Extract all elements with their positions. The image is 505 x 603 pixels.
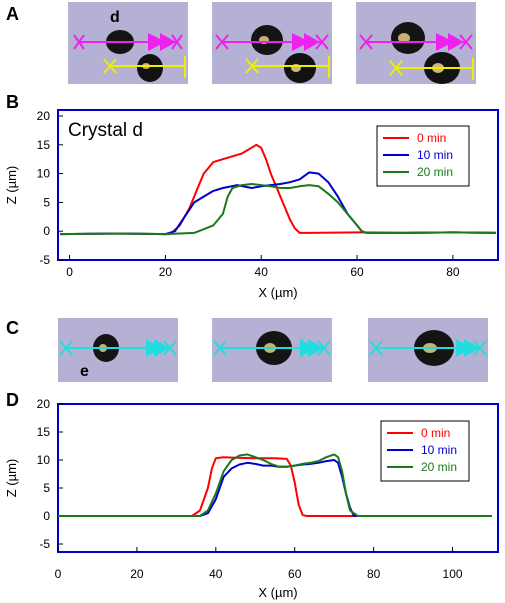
crystal-label-d: d <box>110 9 120 26</box>
x-tick-label: 80 <box>446 265 460 279</box>
chart-d-group: -5 0 5 10 15 20 0 20 40 60 80 100 X (µm) Z (µm) 0 min 1… <box>4 397 499 600</box>
legend-label: 10 min <box>421 443 457 457</box>
chart-annotation: Crystal d <box>68 120 143 141</box>
y-axis-label: Z (µm) <box>4 459 19 498</box>
series-line-20-min <box>59 183 497 236</box>
x-tick-label: 80 <box>367 567 381 581</box>
y-tick-label: 15 <box>37 425 51 439</box>
legend-box <box>380 420 470 482</box>
x-tick-label: 20 <box>130 567 144 581</box>
plot-frame <box>57 109 499 261</box>
micrograph-c3 <box>368 318 488 382</box>
micrograph-a2 <box>212 2 332 84</box>
y-tick-label: 0 <box>43 224 50 238</box>
x-tick-label: 40 <box>255 265 269 279</box>
x-tick-label: 0 <box>66 265 73 279</box>
x-tick-label: 60 <box>288 567 302 581</box>
y-tick-label: 5 <box>43 481 50 495</box>
series-line-20-min <box>58 453 492 517</box>
plot-frame <box>57 403 499 553</box>
micrograph-c1: e <box>58 318 178 382</box>
y-tick-label: 0 <box>43 509 50 523</box>
y-tick-label: -5 <box>39 537 50 551</box>
y-tick-label: 5 <box>43 195 50 209</box>
panel-label-c: C <box>6 318 19 338</box>
micrograph-a1: d <box>68 2 188 84</box>
x-tick-label: 40 <box>209 567 223 581</box>
legend-label: 20 min <box>421 460 457 474</box>
legend-box <box>376 125 470 187</box>
chart-b-group: -5 0 5 10 15 20 0 20 40 60 80 X (µm) Z (µm) Crystal d… <box>4 109 499 300</box>
y-tick-label: 20 <box>37 397 51 411</box>
y-tick-label: 10 <box>37 167 51 181</box>
crystal-label-e: e <box>80 363 89 380</box>
legend-label: 10 min <box>417 148 453 162</box>
series-line-10-min <box>58 459 492 517</box>
x-tick-label: 0 <box>55 567 62 581</box>
legend-label: 0 min <box>421 426 450 440</box>
y-tick-label: 20 <box>37 109 51 123</box>
x-tick-label: 100 <box>443 567 463 581</box>
panel-label-b: B <box>6 92 19 112</box>
series-line-0-min <box>58 456 492 517</box>
micrograph-a3 <box>356 2 476 84</box>
panel-label-a: A <box>6 4 19 24</box>
x-axis-label: X (µm) <box>258 285 297 300</box>
x-tick-label: 60 <box>350 265 364 279</box>
micrograph-c2 <box>212 318 332 382</box>
series-line-0-min <box>59 143 497 236</box>
y-tick-label: 15 <box>37 138 51 152</box>
y-tick-label: -5 <box>39 253 50 267</box>
legend-label: 0 min <box>417 131 446 145</box>
panel-label-d: D <box>6 390 19 410</box>
x-tick-label: 20 <box>159 265 173 279</box>
y-tick-label: 10 <box>37 453 51 467</box>
series-line-10-min <box>59 171 497 236</box>
y-axis-label: Z (µm) <box>4 166 19 205</box>
legend-label: 20 min <box>417 165 453 179</box>
x-axis-label: X (µm) <box>258 585 297 600</box>
